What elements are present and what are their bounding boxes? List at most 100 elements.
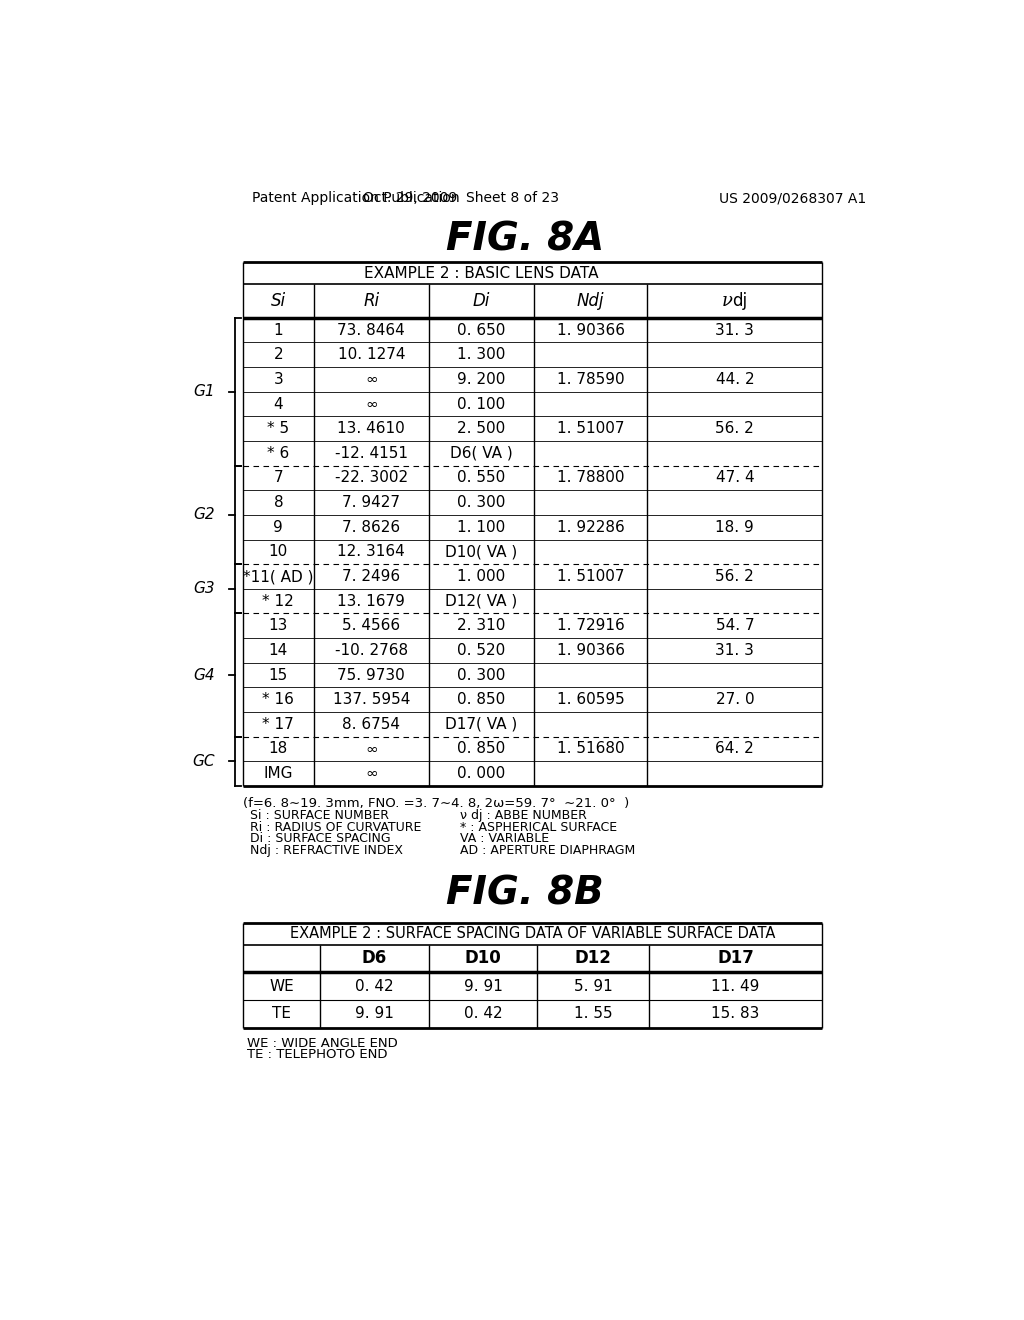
Text: Ndj: Ndj <box>577 292 604 310</box>
Text: ∞: ∞ <box>365 396 378 412</box>
Text: TE : TELEPHOTO END: TE : TELEPHOTO END <box>247 1048 387 1061</box>
Text: Oct. 29, 2009  Sheet 8 of 23: Oct. 29, 2009 Sheet 8 of 23 <box>364 191 559 206</box>
Text: 47. 4: 47. 4 <box>716 470 754 486</box>
Text: 0. 000: 0. 000 <box>458 766 506 781</box>
Text: 13. 1679: 13. 1679 <box>338 594 406 609</box>
Text: 5. 4566: 5. 4566 <box>342 618 400 634</box>
Text: D10: D10 <box>465 949 502 968</box>
Text: 56. 2: 56. 2 <box>716 421 755 436</box>
Text: 18: 18 <box>268 742 288 756</box>
Text: 1. 000: 1. 000 <box>458 569 506 583</box>
Text: D10( VA ): D10( VA ) <box>445 544 517 560</box>
Text: 4: 4 <box>273 396 284 412</box>
Text: D12( VA ): D12( VA ) <box>445 594 517 609</box>
Text: G2: G2 <box>194 507 215 523</box>
Text: * 5: * 5 <box>267 421 290 436</box>
Text: 11. 49: 11. 49 <box>712 978 760 994</box>
Text: ∞: ∞ <box>365 372 378 387</box>
Text: 54. 7: 54. 7 <box>716 618 754 634</box>
Text: TE: TE <box>272 1006 291 1022</box>
Text: 1. 51007: 1. 51007 <box>557 421 625 436</box>
Text: 0. 850: 0. 850 <box>458 742 506 756</box>
Text: 7: 7 <box>273 470 284 486</box>
Text: 7. 2496: 7. 2496 <box>342 569 400 583</box>
Text: 7. 8626: 7. 8626 <box>342 520 400 535</box>
Text: 75. 9730: 75. 9730 <box>338 668 406 682</box>
Text: -12. 4151: -12. 4151 <box>335 446 408 461</box>
Text: 8. 6754: 8. 6754 <box>342 717 400 731</box>
Text: 9. 91: 9. 91 <box>355 1006 394 1022</box>
Text: 14: 14 <box>268 643 288 657</box>
Text: G4: G4 <box>194 668 215 682</box>
Text: EXAMPLE 2 : BASIC LENS DATA: EXAMPLE 2 : BASIC LENS DATA <box>365 265 599 281</box>
Text: ∞: ∞ <box>365 766 378 781</box>
Text: 1. 100: 1. 100 <box>458 520 506 535</box>
Text: * 16: * 16 <box>262 692 294 708</box>
Text: Ri : RADIUS OF CURVATURE: Ri : RADIUS OF CURVATURE <box>251 821 422 834</box>
Text: WE: WE <box>269 978 294 994</box>
Text: (f=6. 8∼19. 3mm, FNO. =3. 7∼4. 8, 2ω=59. 7°  ∼21. 0°  ): (f=6. 8∼19. 3mm, FNO. =3. 7∼4. 8, 2ω=59.… <box>243 797 629 809</box>
Text: 15. 83: 15. 83 <box>712 1006 760 1022</box>
Text: 137. 5954: 137. 5954 <box>333 692 410 708</box>
Text: 0. 100: 0. 100 <box>458 396 506 412</box>
Text: WE : WIDE ANGLE END: WE : WIDE ANGLE END <box>247 1038 397 1049</box>
Text: G3: G3 <box>194 581 215 597</box>
Text: 0. 42: 0. 42 <box>355 978 394 994</box>
Text: 1. 78800: 1. 78800 <box>557 470 625 486</box>
Text: 0. 520: 0. 520 <box>458 643 506 657</box>
Text: 31. 3: 31. 3 <box>716 322 755 338</box>
Text: ν: ν <box>722 292 732 310</box>
Text: Di: Di <box>473 292 490 310</box>
Text: 31. 3: 31. 3 <box>716 643 755 657</box>
Text: D6: D6 <box>361 949 387 968</box>
Text: 0. 300: 0. 300 <box>457 668 506 682</box>
Text: 56. 2: 56. 2 <box>716 569 755 583</box>
Text: IMG: IMG <box>263 766 293 781</box>
Text: 0. 300: 0. 300 <box>457 495 506 510</box>
Text: dj: dj <box>732 292 748 310</box>
Text: 1. 90366: 1. 90366 <box>557 322 625 338</box>
Text: AD : APERTURE DIAPHRAGM: AD : APERTURE DIAPHRAGM <box>460 843 635 857</box>
Text: 1. 51680: 1. 51680 <box>557 742 625 756</box>
Text: 1. 78590: 1. 78590 <box>557 372 625 387</box>
Text: FIG. 8A: FIG. 8A <box>445 220 604 259</box>
Text: 13. 4610: 13. 4610 <box>338 421 406 436</box>
Text: 8: 8 <box>273 495 284 510</box>
Text: 1. 300: 1. 300 <box>457 347 506 362</box>
Text: 2. 310: 2. 310 <box>457 618 506 634</box>
Text: 1. 60595: 1. 60595 <box>557 692 625 708</box>
Text: 1. 55: 1. 55 <box>573 1006 612 1022</box>
Text: Di : SURFACE SPACING: Di : SURFACE SPACING <box>251 832 391 845</box>
Text: 1. 72916: 1. 72916 <box>557 618 625 634</box>
Text: 0. 42: 0. 42 <box>464 1006 502 1022</box>
Text: * 17: * 17 <box>262 717 294 731</box>
Text: ν dj : ABBE NUMBER: ν dj : ABBE NUMBER <box>460 809 587 822</box>
Text: 1: 1 <box>273 322 284 338</box>
Text: 44. 2: 44. 2 <box>716 372 754 387</box>
Text: 1. 51007: 1. 51007 <box>557 569 625 583</box>
Text: VA : VARIABLE: VA : VARIABLE <box>460 832 549 845</box>
Text: 10: 10 <box>268 544 288 560</box>
Text: 0. 550: 0. 550 <box>458 470 506 486</box>
Text: -22. 3002: -22. 3002 <box>335 470 408 486</box>
Text: * 6: * 6 <box>267 446 290 461</box>
Text: EXAMPLE 2 : SURFACE SPACING DATA OF VARIABLE SURFACE DATA: EXAMPLE 2 : SURFACE SPACING DATA OF VARI… <box>290 927 775 941</box>
Text: * : ASPHERICAL SURFACE: * : ASPHERICAL SURFACE <box>460 821 616 834</box>
Text: G1: G1 <box>194 384 215 399</box>
Text: 3: 3 <box>273 372 284 387</box>
Text: 18. 9: 18. 9 <box>716 520 755 535</box>
Text: * 12: * 12 <box>262 594 294 609</box>
Text: 2. 500: 2. 500 <box>458 421 506 436</box>
Text: Ndj : REFRACTIVE INDEX: Ndj : REFRACTIVE INDEX <box>251 843 403 857</box>
Text: 0. 650: 0. 650 <box>457 322 506 338</box>
Text: -10. 2768: -10. 2768 <box>335 643 408 657</box>
Text: 7. 9427: 7. 9427 <box>342 495 400 510</box>
Text: D6( VA ): D6( VA ) <box>450 446 513 461</box>
Text: D17: D17 <box>717 949 754 968</box>
Text: 2: 2 <box>273 347 284 362</box>
Text: 64. 2: 64. 2 <box>716 742 755 756</box>
Text: 13: 13 <box>268 618 288 634</box>
Text: 9. 200: 9. 200 <box>457 372 506 387</box>
Text: Si : SURFACE NUMBER: Si : SURFACE NUMBER <box>251 809 389 822</box>
Text: US 2009/0268307 A1: US 2009/0268307 A1 <box>719 191 866 206</box>
